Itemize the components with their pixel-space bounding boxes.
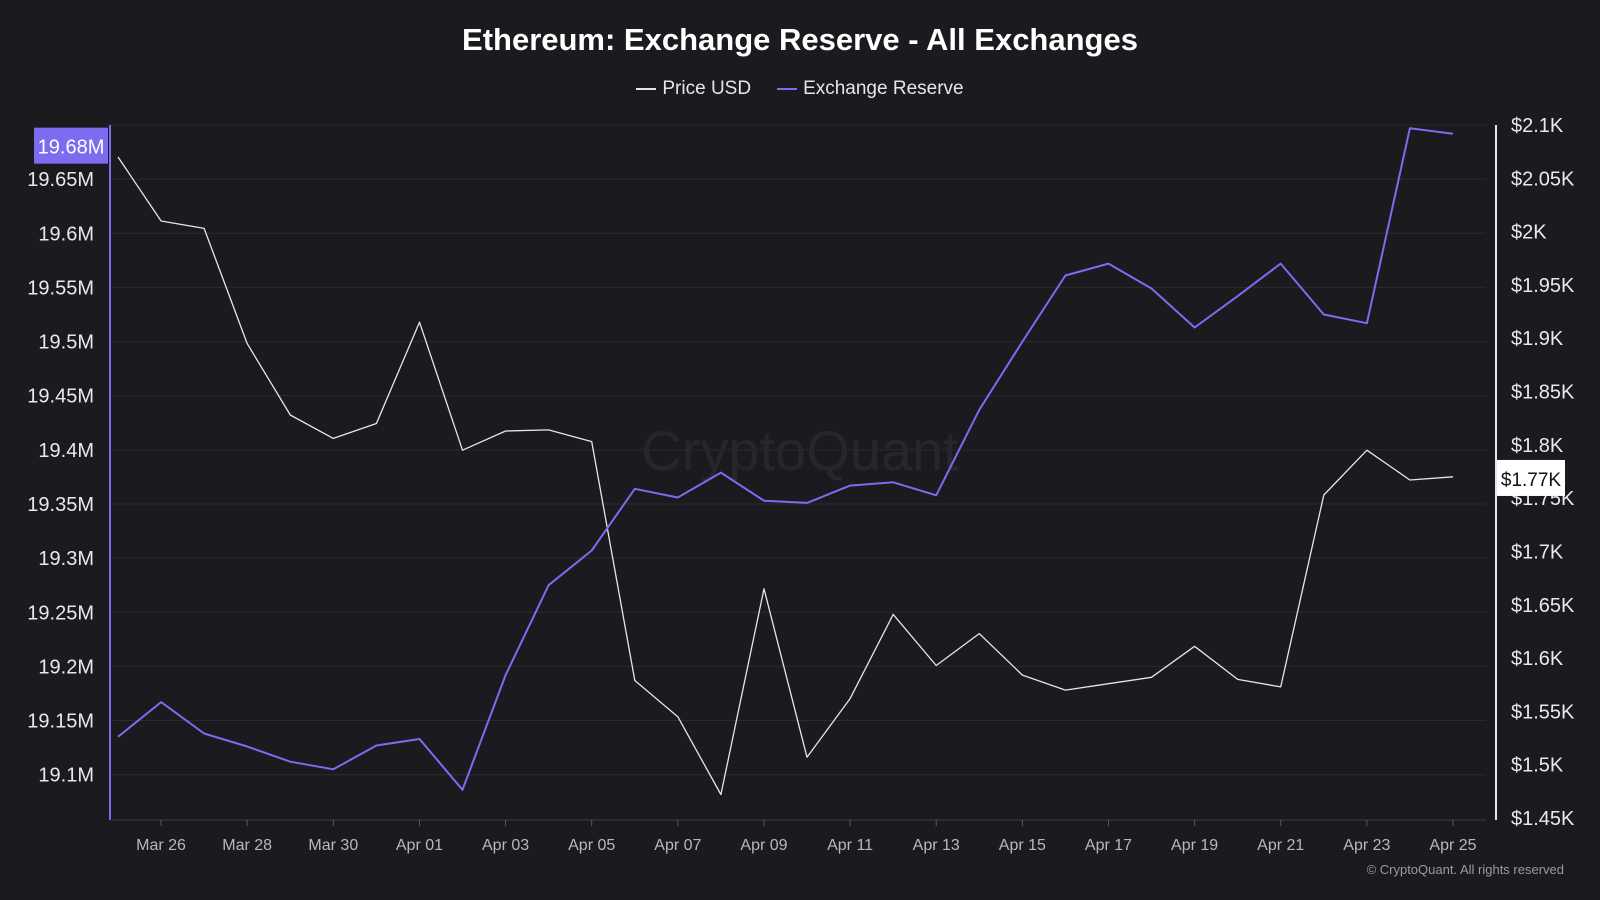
x-tick-label: Apr 15: [999, 837, 1046, 854]
watermark-text: CryptoQuant: [641, 419, 959, 482]
price-usd-line: [117, 156, 1454, 796]
current-reserve-label: 19.68M: [38, 137, 105, 159]
y-right-tick-label: $2.1K: [1511, 115, 1564, 137]
chart-title: Ethereum: Exchange Reserve - All Exchang…: [462, 22, 1138, 57]
y-right-tick-label: $1.85K: [1511, 382, 1575, 404]
x-tick-label: Mar 28: [222, 837, 272, 854]
legend-label-price: Price USD: [662, 78, 752, 99]
y-left-tick-label: 19.25M: [27, 602, 94, 624]
y-right-tick-label: $1.5K: [1511, 755, 1564, 777]
y-right-tick-label: $2.05K: [1511, 168, 1575, 190]
legend-label-reserve: Exchange Reserve: [803, 78, 964, 99]
y-left-tick-label: 19.4M: [38, 440, 94, 462]
x-tick-label: Apr 03: [482, 837, 529, 854]
y-left-tick-label: 19.6M: [38, 223, 94, 245]
x-tick-label: Apr 25: [1429, 837, 1476, 854]
x-tick-label: Apr 07: [654, 837, 701, 854]
legend-swatch-reserve: [777, 88, 798, 90]
y-left-tick-label: 19.3M: [38, 548, 94, 570]
current-reserve-badge: [34, 127, 108, 164]
legend: Price USD Exchange Reserve: [0, 78, 1600, 100]
x-tick-label: Mar 30: [308, 837, 358, 854]
x-tick-label: Apr 23: [1343, 837, 1390, 854]
y-left-tick-label: 19.5M: [38, 332, 94, 354]
axes: [109, 125, 1497, 826]
x-tick-label: Apr 09: [740, 837, 787, 854]
grid-lines: [110, 124, 1486, 776]
y-right-tick-label: $2K: [1511, 222, 1547, 244]
y-left-tick-label: 19.1M: [38, 765, 94, 787]
y-left-tick-label: 19.55M: [27, 277, 94, 299]
y-right-tick-label: $1.8K: [1511, 435, 1564, 457]
x-tick-label: Apr 21: [1257, 837, 1304, 854]
legend-item-reserve[interactable]: Exchange Reserve: [777, 78, 964, 100]
y-right-tick-label: $1.45K: [1511, 808, 1575, 830]
x-tick-label: Apr 01: [396, 837, 443, 854]
y-right-tick-label: $1.7K: [1511, 541, 1564, 563]
y-right-tick-label: $1.9K: [1511, 328, 1564, 350]
y-left-tick-label: 19.65M: [27, 169, 94, 191]
x-tick-label: Apr 17: [1085, 837, 1132, 854]
x-tick-label: Apr 13: [913, 837, 960, 854]
current-price-label: $1.77K: [1501, 470, 1562, 491]
x-tick-label: Apr 19: [1171, 837, 1218, 854]
series-lines: [117, 127, 1454, 796]
y-left-tick-label: 19.45M: [27, 386, 94, 408]
copyright-notice: © CryptoQuant. All rights reserved: [1366, 862, 1564, 877]
legend-swatch-price: [636, 88, 657, 90]
exchange-reserve-line: [117, 127, 1454, 791]
y-right-tick-label: $1.65K: [1511, 595, 1575, 617]
x-tick-label: Apr 05: [568, 837, 615, 854]
y-left-tick-label: 19.15M: [27, 711, 94, 733]
legend-item-price[interactable]: Price USD: [636, 78, 751, 100]
x-tick-label: Mar 26: [136, 837, 186, 854]
y-right-tick-label: $1.6K: [1511, 648, 1564, 670]
y-right-tick-label: $1.55K: [1511, 701, 1575, 723]
current-price-badge: [1497, 459, 1565, 496]
axis-labels: 19.1M 19.15M 19.2M 19.25M 19.3M 19.35M 19.4M 19…: [27, 115, 1575, 854]
y-right-tick-label: $1.95K: [1511, 275, 1575, 297]
y-left-tick-label: 19.2M: [38, 656, 94, 678]
y-left-tick-label: 19.35M: [27, 494, 94, 516]
x-tick-label: Apr 11: [827, 837, 873, 854]
